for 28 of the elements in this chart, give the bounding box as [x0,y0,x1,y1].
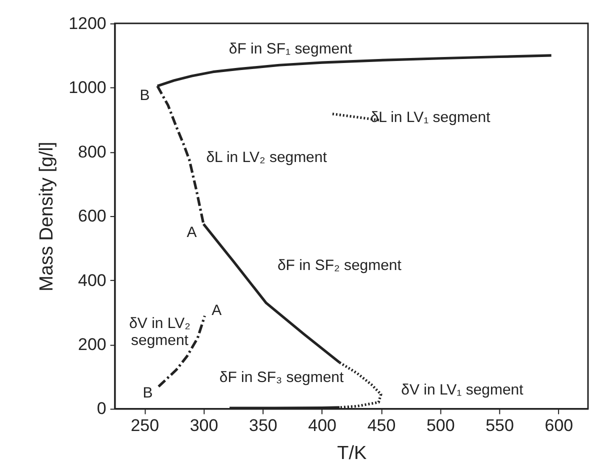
x-tick-label: 350 [249,416,278,436]
annotation: δV in LV₁ segment [401,382,524,399]
x-tick-label: 450 [367,416,396,436]
y-tick-label: 0 [96,399,106,418]
x-tick-label: 300 [190,416,218,436]
x-axis-title: T/K [337,443,367,464]
y-tick-label: 800 [78,142,106,162]
annotation: B [140,87,150,104]
annotation: δL in LV₁ segment [370,109,492,126]
annotation: δV in LV₂ segment [129,314,191,349]
y-axis-title: Mass Density [g/l] [36,142,58,292]
x-tick-label: 500 [426,416,455,436]
annotation: B [142,384,153,402]
annotation: A [212,302,222,319]
annotation: δF in SF₂ segment [277,256,402,274]
annotation: A [186,224,197,241]
y-tick-label: 400 [78,270,106,290]
annotation: δF in SF₁ segment [228,40,353,58]
annotation: δF in SF₃ segment [219,368,344,386]
y-tick-label: 600 [78,206,106,226]
x-tick-label: 550 [486,416,514,436]
y-tick-label: 1200 [68,14,106,33]
annotation: δL in LV₂ segment [206,149,328,166]
x-tick-label: 250 [130,416,160,436]
x-tick-label: 400 [308,416,336,436]
y-tick-label: 200 [78,334,106,354]
y-tick-label: 1000 [68,78,106,98]
x-tick-label: 600 [544,416,574,436]
